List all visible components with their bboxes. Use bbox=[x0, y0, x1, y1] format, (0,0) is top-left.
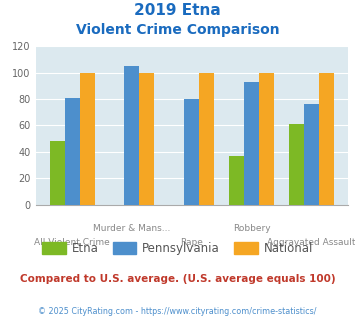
Text: Murder & Mans...: Murder & Mans... bbox=[93, 224, 171, 233]
Bar bbox=[259, 73, 274, 205]
Bar bbox=[199, 73, 214, 205]
Bar bbox=[319, 73, 334, 205]
Bar bbox=[80, 73, 94, 205]
Text: Violent Crime Comparison: Violent Crime Comparison bbox=[76, 23, 279, 37]
Text: Rape: Rape bbox=[180, 238, 203, 247]
Bar bbox=[50, 141, 65, 205]
Text: Robbery: Robbery bbox=[233, 224, 270, 233]
Bar bbox=[184, 99, 199, 205]
Text: Aggravated Assault: Aggravated Assault bbox=[267, 238, 355, 247]
Bar bbox=[140, 73, 154, 205]
Bar bbox=[125, 66, 140, 205]
Text: 2019 Etna: 2019 Etna bbox=[134, 3, 221, 18]
Legend: Etna, Pennsylvania, National: Etna, Pennsylvania, National bbox=[37, 237, 318, 259]
Bar bbox=[65, 98, 80, 205]
Bar bbox=[289, 124, 304, 205]
Text: All Violent Crime: All Violent Crime bbox=[34, 238, 110, 247]
Bar bbox=[229, 156, 244, 205]
Bar bbox=[244, 82, 259, 205]
Text: Compared to U.S. average. (U.S. average equals 100): Compared to U.S. average. (U.S. average … bbox=[20, 274, 335, 284]
Bar bbox=[304, 104, 319, 205]
Text: © 2025 CityRating.com - https://www.cityrating.com/crime-statistics/: © 2025 CityRating.com - https://www.city… bbox=[38, 307, 317, 316]
